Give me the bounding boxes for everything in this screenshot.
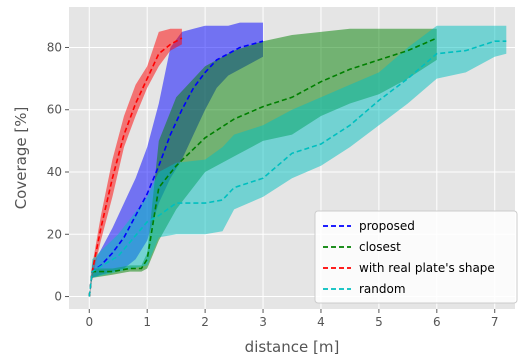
x-tick-label: 3 [259,315,267,329]
y-tick-label: 80 [47,40,62,54]
legend-label-random: random [359,282,406,296]
x-tick-label: 1 [143,315,151,329]
legend-label-with-real-plate-s-shape: with real plate's shape [359,261,495,275]
band-random [89,25,507,297]
series-lines [88,37,507,297]
line-proposed [88,40,264,297]
tick-labels: 0 1 2 3 4 5 6 7 0 20 40 60 80 [47,40,499,329]
line-random [88,40,507,297]
legend: proposed closest with real plate's shape ra… [314,210,518,304]
confidence-bands [89,22,507,297]
x-tick-label: 5 [375,315,383,329]
y-axis-label: Coverage [%] [12,107,30,210]
x-tick-label: 0 [85,315,93,329]
legend-box [314,210,518,304]
x-axis-label: distance [m] [245,338,340,356]
y-tick-label: 0 [54,290,62,304]
x-tick-label: 6 [433,315,441,329]
y-tick-label: 60 [47,103,62,117]
x-tick-label: 7 [491,315,499,329]
line-closest [88,37,438,297]
y-tick-label: 20 [47,227,62,241]
y-tick-label: 40 [47,165,62,179]
legend-label-closest: closest [359,240,401,254]
legend-label-proposed: proposed [359,219,415,233]
x-tick-label: 2 [201,315,209,329]
x-tick-label: 4 [317,315,325,329]
